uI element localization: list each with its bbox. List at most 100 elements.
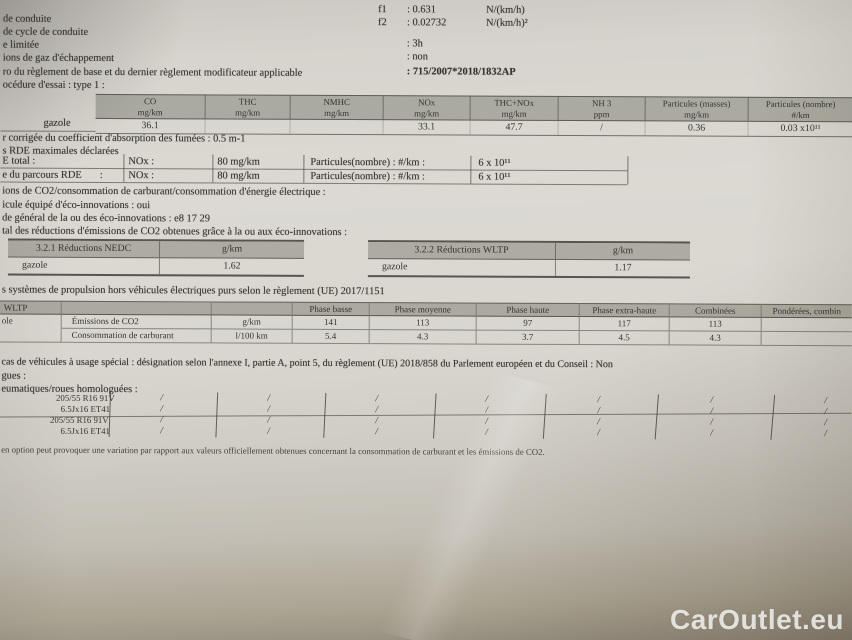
rde-row1-particles-value: 6 x 10¹¹ bbox=[478, 157, 511, 169]
wltp-header-phase-basse: Phase basse bbox=[292, 301, 370, 317]
eco-line-equipped: icule équipé d'éco-innovations : oui bbox=[2, 199, 151, 212]
col-unit: #/km bbox=[791, 109, 810, 120]
col-name: Particules (nombre) bbox=[765, 98, 836, 110]
divider bbox=[212, 154, 214, 183]
col-name: NH 3 bbox=[591, 98, 612, 109]
wltp-fuel-phase-basse: 5.4 bbox=[292, 329, 370, 345]
emissions-value-nox: 33.1 bbox=[383, 120, 471, 135]
col-name: Particules (masses) bbox=[662, 98, 731, 109]
rde-row2-label: e du parcours RDE : bbox=[2, 169, 103, 181]
wltp-fuel-phase-haute: 3.7 bbox=[476, 330, 580, 346]
rde-row1-limit: 80 mg/km bbox=[217, 156, 260, 168]
tyre-rim-label: 6.5Jx16 ET41 bbox=[60, 403, 111, 414]
tyre-cell-mark: / bbox=[710, 417, 713, 428]
nedc-reductions-table: 3.2.1 Réductions NEDC g/km gazole 1.62 bbox=[7, 238, 305, 277]
wltp-intro-line: s systèmes de propulsion hors véhicules … bbox=[1, 284, 385, 298]
co2-consumption-line: ions de CO2/consommation de carburant/co… bbox=[2, 185, 326, 198]
tyre-cell-mark: / bbox=[824, 429, 827, 440]
wltp-fuel-label-cont bbox=[0, 328, 62, 343]
emissions-col-header-nh3: NH 3 ppm bbox=[558, 96, 646, 121]
tyre-cell-mark: / bbox=[160, 393, 164, 404]
wltp-fuel-unit: l/100 km bbox=[211, 329, 293, 344]
eco-line-total: tal des réductions d'émissions de CO2 ob… bbox=[2, 225, 348, 239]
tyre-rim-label: 6.5Jx16 ET41 bbox=[60, 425, 110, 436]
divider bbox=[123, 154, 125, 183]
coefficient-f1-value: : 0.631 bbox=[407, 4, 436, 16]
wltp-co2-combinees: 113 bbox=[669, 317, 762, 332]
emissions-col-header-co: CO mg/km bbox=[95, 94, 206, 119]
wltp-reductions-unit: g/km bbox=[612, 245, 634, 257]
tyre-cell-mark: / bbox=[710, 428, 713, 439]
wltp-co2-unit: g/km bbox=[211, 315, 293, 330]
wltp-fuel-row-label: Consommation de carburant bbox=[61, 328, 212, 344]
divider bbox=[542, 393, 547, 439]
wltp-blank-header bbox=[211, 301, 293, 316]
emissions-value-particules-masses: 0.36 bbox=[645, 121, 749, 136]
wltp-co2-ponderees bbox=[761, 317, 852, 333]
coefficient-f2-unit: N/(km/h)² bbox=[485, 17, 528, 29]
divider bbox=[303, 154, 305, 183]
tyre-slash-grid: / / / / / / / / / / / / / / / / / / / / / / / / / / / / bbox=[1, 0, 852, 439]
col-unit: mg/km bbox=[235, 107, 261, 118]
wltp-header-phase-haute: Phase haute bbox=[476, 302, 580, 318]
header-line-conduite: de conduite bbox=[3, 13, 52, 25]
nedc-table-title: 3.2.1 Réductions NEDC bbox=[7, 240, 161, 258]
wltp-fuel-ponderees bbox=[761, 331, 852, 347]
wltp-header-ponderees: Pondérées, combin bbox=[761, 303, 852, 319]
coefficient-f1-unit: N/(km/h) bbox=[486, 4, 525, 16]
tyre-cell-mark: / bbox=[824, 418, 827, 429]
tyre-cell-mark: / bbox=[267, 426, 270, 437]
emissions-value-nh3: / bbox=[558, 120, 646, 136]
emissions-value-thc bbox=[205, 119, 291, 134]
emissions-row-label: gazole bbox=[43, 117, 71, 129]
smoke-absorption-line: r corrigée du coefficient d'absorption d… bbox=[2, 132, 246, 145]
special-usage-line: cas de véhicules à usage spécial : désig… bbox=[1, 356, 613, 371]
tyre-cell-mark: / bbox=[597, 417, 600, 428]
wltp-reductions-title: 3.2.2 Réductions WLTP bbox=[367, 242, 557, 259]
divider bbox=[0, 181, 628, 186]
wltp-header-combinees: Combinées bbox=[669, 303, 762, 318]
header-line-gaz: ions de gaz d'échappement bbox=[2, 52, 115, 65]
tyre-cell-mark: / bbox=[824, 396, 828, 407]
emissions-value-co: 36.1 bbox=[95, 118, 206, 134]
wltp-co2-phase-basse: 141 bbox=[292, 315, 370, 331]
homologues-line: gues : bbox=[1, 370, 27, 382]
col-unit: mg/km bbox=[414, 107, 440, 118]
wltp-fuel-label: ole bbox=[0, 314, 62, 329]
rde-row2-particles: Particules(nombre) : #/km : bbox=[310, 170, 425, 183]
emissions-col-header-thc: THC mg/km bbox=[205, 95, 291, 119]
tyre-cell-mark: / bbox=[824, 407, 827, 418]
col-name: THC bbox=[238, 96, 257, 107]
nedc-table-unit: g/km bbox=[221, 243, 243, 255]
col-unit: mg/km bbox=[324, 107, 350, 118]
rde-row1-label: E total : bbox=[2, 155, 36, 167]
wltp-co2-phase-haute: 97 bbox=[476, 316, 580, 332]
rde-row2-particles-value: 6 x 10¹¹ bbox=[478, 171, 511, 183]
rde-row2-limit: 80 mg/km bbox=[217, 170, 260, 182]
tyre-cell-mark: / bbox=[160, 415, 163, 426]
wltp-corner-cell: WLTP bbox=[0, 300, 62, 315]
rde-row2-pollutant: NOx : bbox=[128, 170, 155, 182]
wltp-consumption-table: WLTP Phase basse Phase moyenne Phase hau… bbox=[0, 300, 852, 347]
emissions-col-header-thc-nox: THC+NOx mg/km bbox=[470, 96, 559, 120]
eco-line-code: de général de la ou des éco-innovations … bbox=[2, 212, 210, 225]
footnote-option-variation: en option peut provoquer une variation p… bbox=[1, 444, 545, 457]
tyre-cell-mark: / bbox=[485, 416, 488, 427]
wltp-reductions-value: 1.17 bbox=[614, 262, 632, 274]
value-flag: : non bbox=[406, 51, 428, 63]
col-unit: mg/km bbox=[137, 106, 163, 117]
col-name: THC+NOx bbox=[494, 97, 535, 108]
tyre-cell-mark: / bbox=[597, 428, 600, 439]
tyre-cell-mark: / bbox=[375, 405, 378, 416]
wltp-header-phase-extra-haute: Phase extra-haute bbox=[579, 303, 670, 318]
emissions-col-header-nmhc: NMHC mg/km bbox=[290, 95, 384, 120]
header-line-limitee: e limitée bbox=[2, 39, 40, 51]
emissions-value-particules-nombre: 0.03 x10¹¹ bbox=[780, 122, 821, 135]
wltp-blank-header bbox=[61, 300, 212, 316]
tyre-cell-mark: / bbox=[375, 394, 379, 405]
header-line-cycle: de cycle de conduite bbox=[2, 26, 89, 38]
tyre-table: 205/55 R16 91V 6.5Jx16 ET41 205/55 R16 9… bbox=[0, 0, 852, 440]
tyre-cell-mark: / bbox=[160, 404, 163, 415]
wltp-co2-phase-extra-haute: 117 bbox=[579, 317, 670, 332]
